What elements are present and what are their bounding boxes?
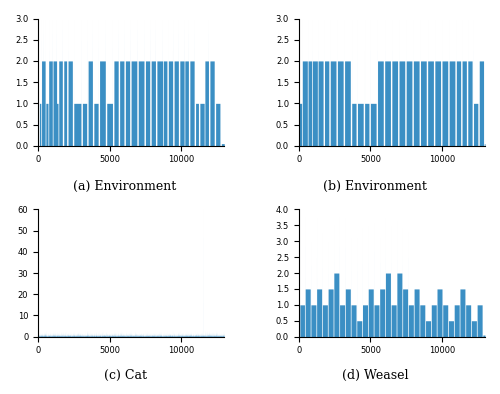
Text: (c) Cat: (c) Cat [104,369,146,382]
Text: (b) Environment: (b) Environment [323,180,427,193]
Text: (a) Environment: (a) Environment [74,180,176,193]
Text: (d) Weasel: (d) Weasel [342,369,408,382]
